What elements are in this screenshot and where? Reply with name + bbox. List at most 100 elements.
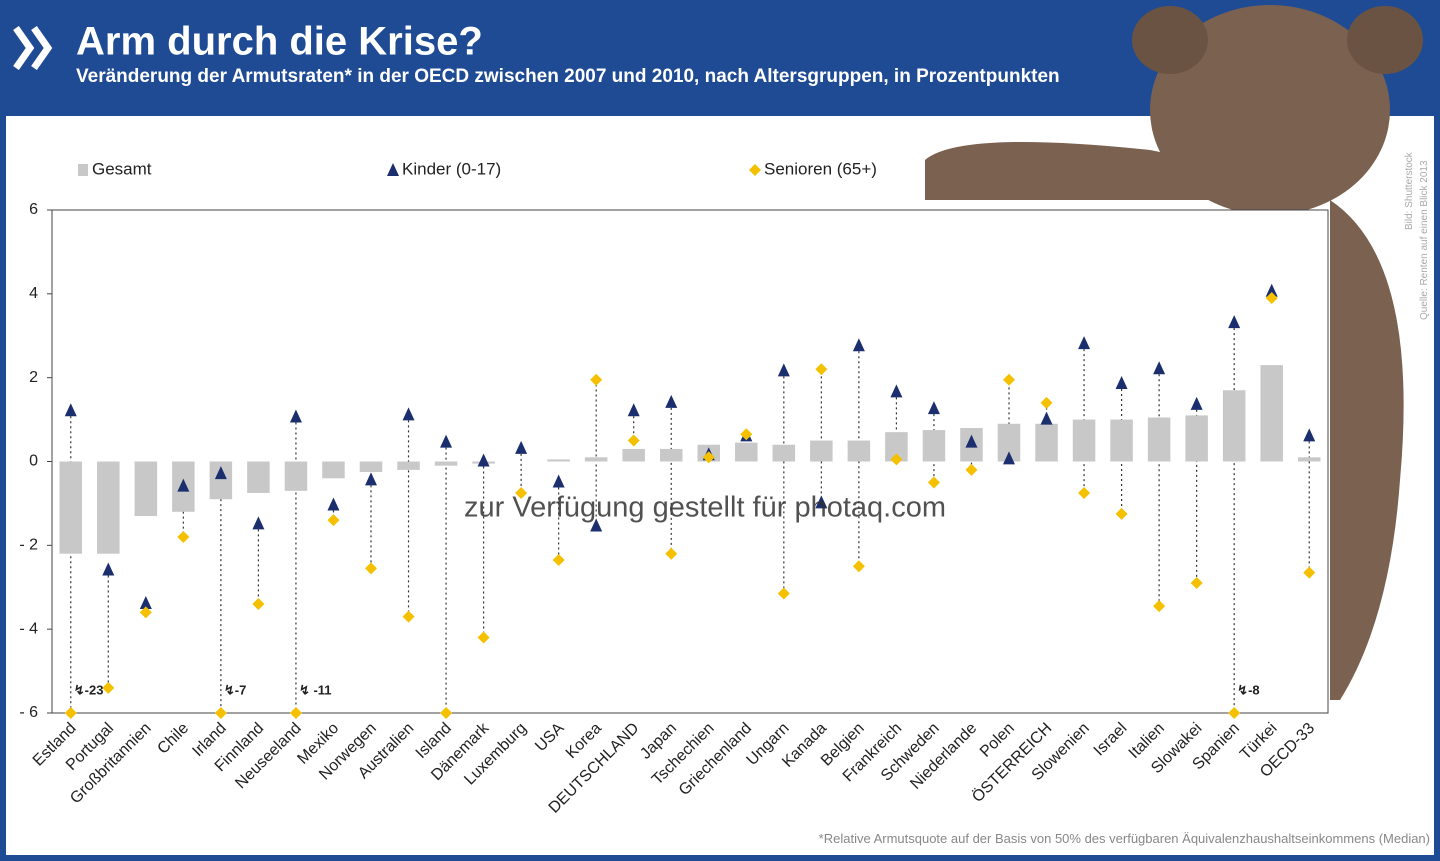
bar [622,448,645,462]
triangle-marker [590,518,603,532]
triangle-marker [1265,283,1278,297]
triangle-marker [214,466,227,480]
diamond-marker [590,373,603,386]
annotation: ↯-7 [224,682,246,697]
diamond-marker [1303,566,1316,579]
y-tick-label: - 2 [19,537,38,554]
bar [1297,457,1321,462]
bar [810,440,833,462]
diamond-marker [852,560,865,573]
diamond-marker [327,514,340,527]
diamond-marker [477,631,490,644]
y-tick-label: - 6 [19,704,38,721]
diamond-marker [1228,707,1241,719]
annotation: ↯-23 [74,682,104,697]
bar [284,461,308,491]
diamond-marker [1078,486,1091,499]
diamond-marker [665,547,678,560]
bar [134,461,158,516]
triangle-marker [1003,451,1015,465]
triangle-marker [252,516,265,530]
bar [322,461,345,479]
diamond-marker [702,451,715,464]
legend-swatch [78,164,88,176]
diamond-marker [927,476,940,489]
y-tick-label: 2 [29,369,38,386]
diamond-marker [552,554,565,567]
triangle-marker [965,434,978,448]
triangle-marker [477,453,490,467]
triangle-marker [64,403,77,417]
logo [13,25,53,71]
triangle-marker [777,363,790,377]
bar [209,461,233,500]
y-tick-label: 0 [29,453,38,470]
diamond-marker [1040,396,1053,409]
triangle-marker [1115,375,1128,389]
triangle-marker [1040,411,1053,425]
bar [1110,419,1133,462]
bar [584,457,608,462]
diamond-marker [402,610,415,623]
y-tick-label: 6 [29,201,38,218]
bar [1260,365,1283,462]
bar [997,423,1021,462]
chart-subtitle: Veränderung der Armutsraten* in der OECD… [76,66,1060,87]
triangle-marker [1190,396,1203,410]
triangle-marker [139,596,152,610]
bear-ear [1132,6,1208,74]
diamond-marker [214,707,227,719]
source-image: Bild: Shutterstock [1404,151,1415,230]
bar [397,461,420,470]
legend-swatch [749,164,761,176]
diamond-marker [815,363,828,376]
triangle-marker [1303,428,1316,442]
bar [547,459,570,462]
bar [434,461,458,466]
plot-area [51,209,1329,714]
triangle-marker [327,497,340,511]
bar [1185,415,1208,462]
source-data: Quelle: Renten auf einen Blick 2013 [1419,160,1430,320]
watermark: zur Verfügung gestellt für photaq.com [464,492,946,524]
diamond-marker [1153,600,1166,613]
diamond-marker [1190,577,1203,590]
bar [735,442,758,462]
triangle-marker [177,478,190,492]
triangle-marker [365,472,377,486]
bar [1035,423,1058,462]
triangle-marker [1153,361,1166,375]
bar [659,448,683,462]
chart-title: Arm durch die Krise? [76,20,483,64]
bar [772,444,796,462]
bear-body [1330,200,1404,700]
diamond-marker [627,434,640,447]
triangle-marker [852,338,865,352]
diamond-marker [1003,373,1015,386]
diamond-marker [365,562,377,575]
diamond-marker [1265,292,1278,305]
triangle-marker [552,474,565,488]
triangle-marker [665,394,678,408]
diamond-marker [139,606,152,619]
triangle-marker [440,434,453,448]
triangle-marker [815,495,828,509]
footnote: *Relative Armutsquote auf der Basis von … [819,831,1430,846]
diamond-marker [740,428,753,441]
triangle-marker [289,409,302,423]
legend-label: Gesamt [92,159,152,178]
legend-swatch [387,163,399,176]
triangle-marker [402,407,415,421]
triangle-marker [1228,315,1241,329]
bar [1147,417,1171,462]
diamond-marker [252,598,265,611]
bar [247,461,270,493]
y-tick-label: - 4 [19,620,38,637]
bar [359,461,383,472]
triangle-marker [1078,336,1091,350]
bar [1072,419,1096,462]
triangle-marker [515,440,528,454]
bear-arm [925,142,1330,200]
triangle-marker [890,384,903,398]
